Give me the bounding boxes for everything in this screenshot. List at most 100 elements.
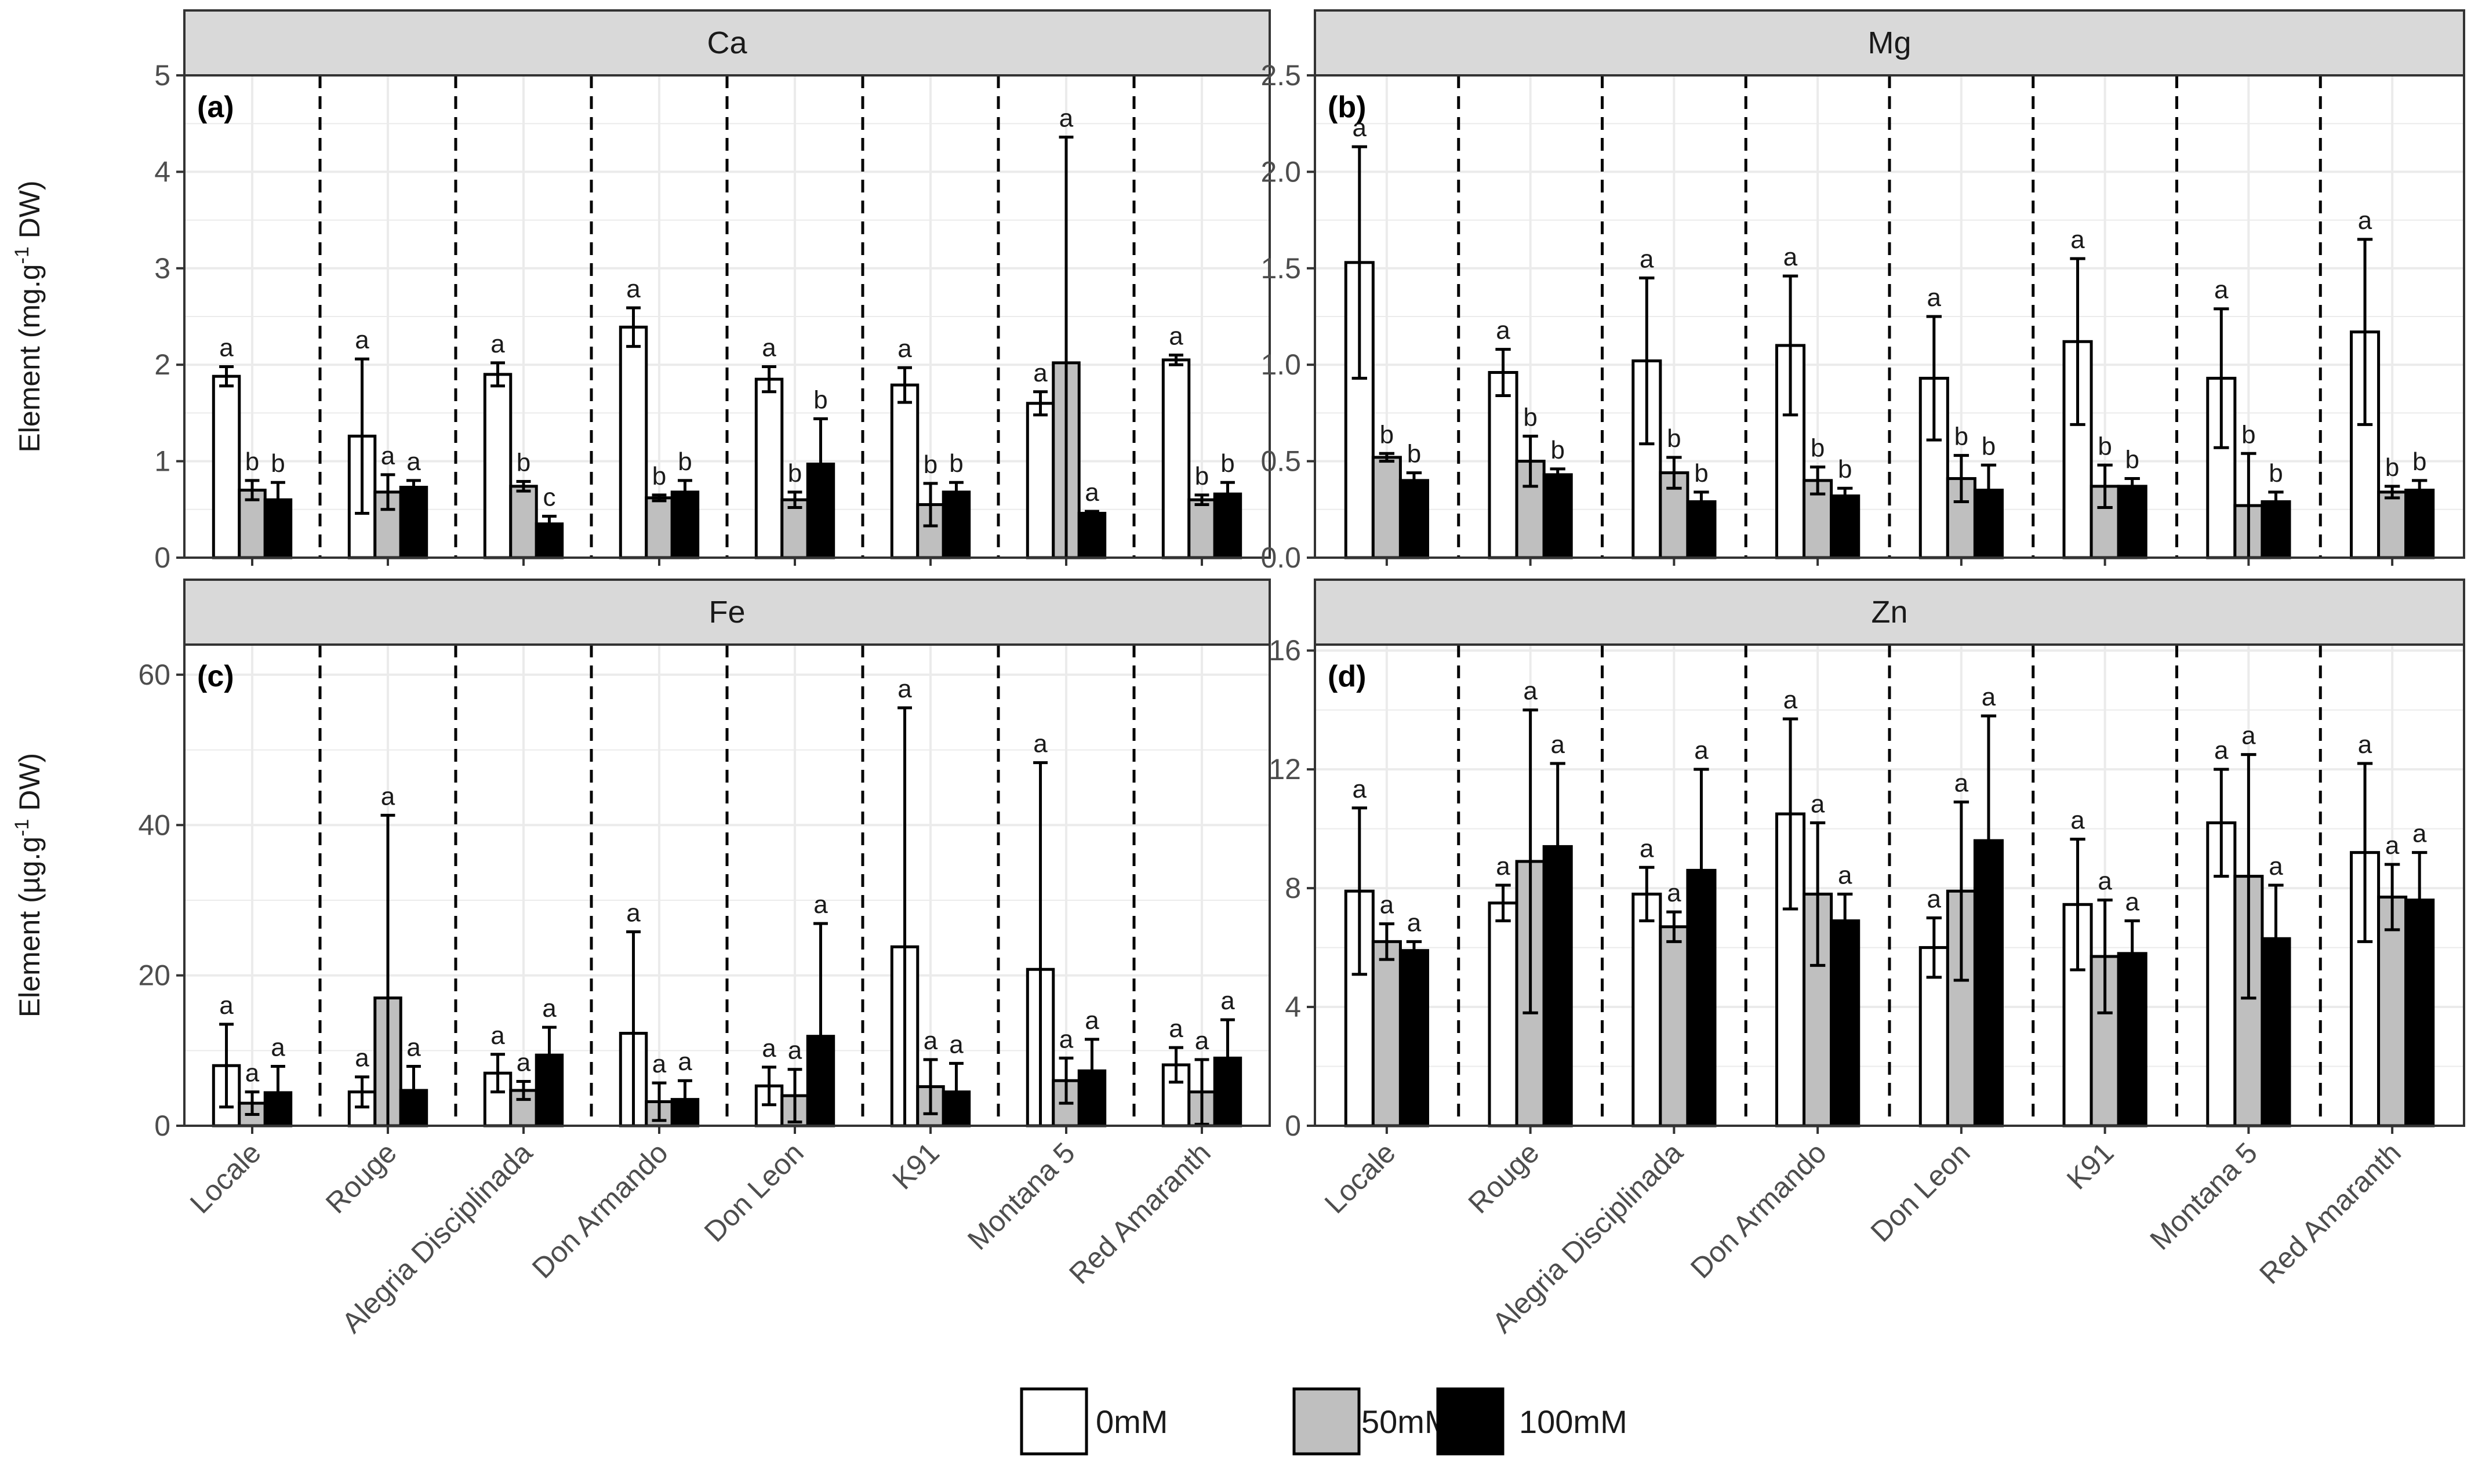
bar-50mM-don-armando <box>645 496 674 559</box>
y-tick-label: 0.0 <box>1260 541 1301 574</box>
legend-key-50mM <box>1292 1387 1361 1456</box>
category-label: Rouge <box>319 1136 403 1220</box>
bar-0mM-red-amaranth <box>1161 358 1191 559</box>
significance-letter: a <box>2241 722 2256 750</box>
significance-letter: a <box>2098 867 2112 896</box>
significance-letter: a <box>1954 769 1969 798</box>
y-tick-label: 5 <box>154 59 170 92</box>
y-tick-label: 20 <box>138 959 170 992</box>
bar-0mM-alegria-disciplinada <box>1631 892 1662 1127</box>
significance-letter: a <box>1059 104 1074 132</box>
significance-letter: a <box>626 275 641 303</box>
facet-strip <box>1314 579 2465 646</box>
significance-letter: b <box>1954 423 1968 451</box>
significance-letter: a <box>1033 730 1048 758</box>
significance-letter: b <box>1523 403 1537 431</box>
significance-letter: a <box>897 334 912 363</box>
significance-letter: a <box>219 991 234 1020</box>
category-label: K91 <box>886 1136 946 1196</box>
facet-strip <box>1314 9 2465 77</box>
significance-letter: a <box>406 1034 421 1062</box>
bar-100mM-rouge <box>399 486 428 559</box>
panel-label: (a) <box>197 90 234 124</box>
significance-letter: a <box>1496 852 1510 881</box>
significance-letter: b <box>1407 440 1421 468</box>
significance-letter: a <box>2269 852 2283 881</box>
significance-letter: a <box>490 330 505 358</box>
significance-letter: a <box>381 442 395 470</box>
legend-label-0mM: 0mM <box>1096 1403 1168 1440</box>
bar-50mM-locale <box>1371 940 1402 1127</box>
bar-0mM-alegria-disciplinada <box>483 373 513 559</box>
significance-letter: a <box>652 1050 667 1078</box>
significance-letter: a <box>1927 283 1942 312</box>
significance-letter: b <box>2412 448 2426 476</box>
significance-letter: b <box>1380 420 1394 449</box>
facet-strip <box>183 9 1271 77</box>
bar-100mM-montana-5 <box>1077 511 1107 559</box>
y-tick-label: 0 <box>154 1110 170 1142</box>
significance-letter: b <box>1220 449 1234 478</box>
bar-0mM-don-armando <box>1775 812 1806 1127</box>
bar-100mM-k91 <box>2117 485 2147 559</box>
category-label: Locale <box>184 1136 267 1220</box>
significance-letter: a <box>897 675 912 703</box>
y-tick-label: 0 <box>154 541 170 574</box>
significance-letter: a <box>542 994 557 1023</box>
y-axis-label: Element (mg.g-1 DW) <box>11 180 46 452</box>
legend-key-100mM <box>1436 1387 1505 1456</box>
significance-letter: b <box>2269 459 2283 488</box>
significance-letter: a <box>949 1030 964 1059</box>
bar-0mM-rouge <box>1488 901 1518 1127</box>
significance-letter: b <box>652 462 666 490</box>
category-label: Montana 5 <box>2143 1136 2263 1256</box>
significance-letter: b <box>2098 432 2112 460</box>
legend-key-0mM <box>1020 1387 1088 1456</box>
significance-letter: a <box>271 1034 285 1062</box>
bar-50mM-alegria-disciplinada <box>509 485 538 559</box>
significance-letter: a <box>1496 317 1510 345</box>
significance-letter: a <box>2412 820 2427 848</box>
category-label: K91 <box>2061 1136 2120 1196</box>
y-tick-label: 4 <box>154 155 170 188</box>
significance-letter: a <box>2214 736 2229 765</box>
significance-letter: a <box>1220 987 1235 1015</box>
significance-letter: a <box>1783 686 1798 714</box>
bar-100mM-rouge <box>1542 473 1573 559</box>
significance-letter: a <box>1085 478 1099 507</box>
significance-letter: a <box>1811 790 1825 818</box>
significance-letter: a <box>678 1047 692 1076</box>
panel-label: (b) <box>1328 90 1366 124</box>
category-label: Don Leon <box>1865 1136 1976 1248</box>
significance-letter: a <box>762 334 776 362</box>
y-axis-label: Element (µg.g-1 DW) <box>11 753 46 1017</box>
significance-letter: b <box>788 459 802 488</box>
category-label: Don Armando <box>1684 1136 1833 1285</box>
facet-strip-label: Zn <box>1871 595 1907 630</box>
significance-letter: a <box>626 899 641 927</box>
category-label: Red Amaranth <box>2253 1136 2407 1290</box>
y-tick-label: 1.5 <box>1260 252 1301 285</box>
category-label: Don Leon <box>698 1136 810 1248</box>
bar-50mM-alegria-disciplinada <box>1659 925 1689 1127</box>
significance-letter: a <box>245 1059 260 1087</box>
bar-0mM-rouge <box>1488 371 1518 559</box>
significance-letter: a <box>1353 775 1367 803</box>
significance-letter: b <box>813 385 827 414</box>
bar-100mM-locale <box>1398 479 1429 559</box>
significance-letter: a <box>1085 1006 1099 1035</box>
significance-letter: b <box>271 449 285 478</box>
y-tick-label: 0 <box>1285 1110 1301 1142</box>
y-tick-label: 4 <box>1285 991 1301 1023</box>
facet-strip-label: Mg <box>1867 26 1911 60</box>
y-tick-label: 1 <box>154 445 170 478</box>
bar-50mM-red-amaranth <box>2377 895 2408 1127</box>
significance-letter: a <box>1407 908 1422 937</box>
significance-letter: a <box>2358 730 2372 759</box>
bar-0mM-don-leon <box>754 377 784 559</box>
bar-0mM-locale <box>212 374 241 559</box>
bar-100mM-locale <box>1398 949 1429 1127</box>
bar-100mM-don-armando <box>1830 919 1860 1127</box>
